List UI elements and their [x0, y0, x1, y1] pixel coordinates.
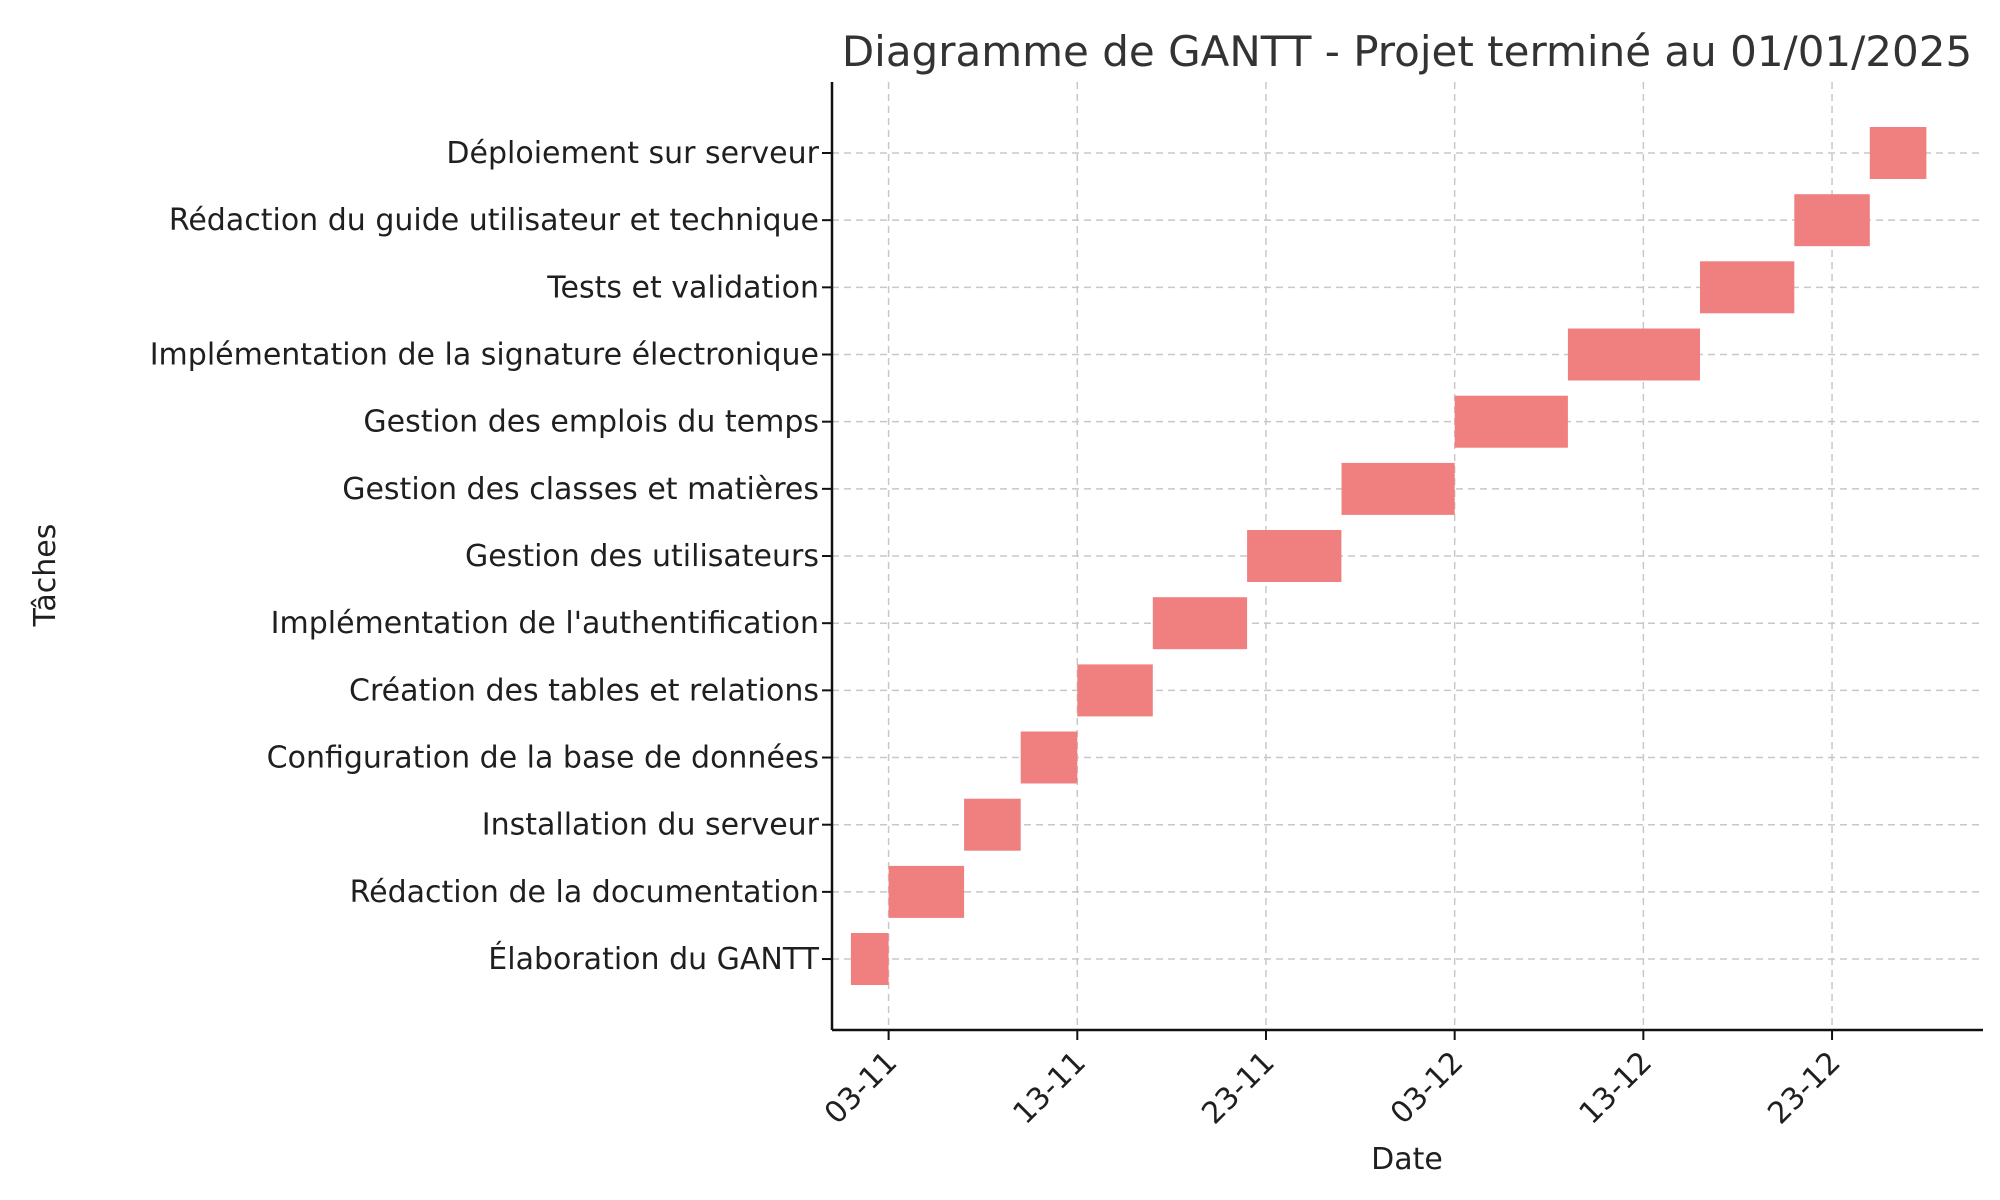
chart-title: Diagramme de GANTT - Projet terminé au 0…	[842, 27, 1972, 76]
task-bar	[1341, 462, 1455, 515]
task-bar	[1700, 261, 1795, 314]
y-tick-label: Gestion des utilisateurs	[465, 539, 819, 574]
task-bar	[1869, 127, 1927, 179]
x-axis-label: Date	[1371, 1142, 1443, 1177]
y-tick-label: Rédaction du guide utilisateur et techni…	[169, 203, 819, 238]
task-bar	[1152, 597, 1248, 650]
y-tick-label: Gestion des emplois du temps	[363, 405, 819, 440]
x-tick-label: 13-11	[1007, 1045, 1093, 1131]
task-bar	[1077, 664, 1153, 717]
y-tick-label: Implémentation de l'authentification	[271, 606, 819, 641]
x-tick-label: 13-12	[1573, 1045, 1659, 1131]
x-tick-label: 23-11	[1195, 1045, 1281, 1131]
task-bar	[1794, 194, 1870, 247]
task-bar	[888, 865, 965, 918]
y-tick-label: Rédaction de la documentation	[350, 875, 819, 910]
task-bar	[1020, 731, 1078, 784]
y-tick-label: Création des tables et relations	[349, 673, 819, 708]
label-layer: Élaboration du GANTT Rédaction de la docu…	[150, 136, 1848, 1131]
y-tick-label: Tests et validation	[546, 270, 819, 305]
y-axis-label: Tâches	[28, 524, 63, 628]
y-tick-label: Gestion des classes et matières	[342, 472, 819, 507]
task-bar	[964, 798, 1021, 851]
y-tick-label: Élaboration du GANTT	[488, 941, 819, 977]
x-tick-label: 03-11	[818, 1045, 904, 1131]
y-tick-label: Déploiement sur serveur	[446, 136, 819, 171]
axis-layer	[822, 82, 1983, 1040]
y-tick-label: Installation du serveur	[482, 808, 820, 843]
x-tick-label: 03-12	[1384, 1045, 1470, 1131]
x-tick-label: 23-12	[1761, 1045, 1847, 1131]
y-tick-label: Configuration de la base de données	[267, 741, 819, 776]
y-tick-label: Implémentation de la signature électroni…	[150, 338, 819, 373]
bar-layer	[850, 127, 1927, 985]
task-bar	[1454, 395, 1568, 448]
task-bar	[850, 933, 889, 985]
task-bar	[1567, 328, 1700, 381]
task-bar	[1247, 530, 1342, 582]
